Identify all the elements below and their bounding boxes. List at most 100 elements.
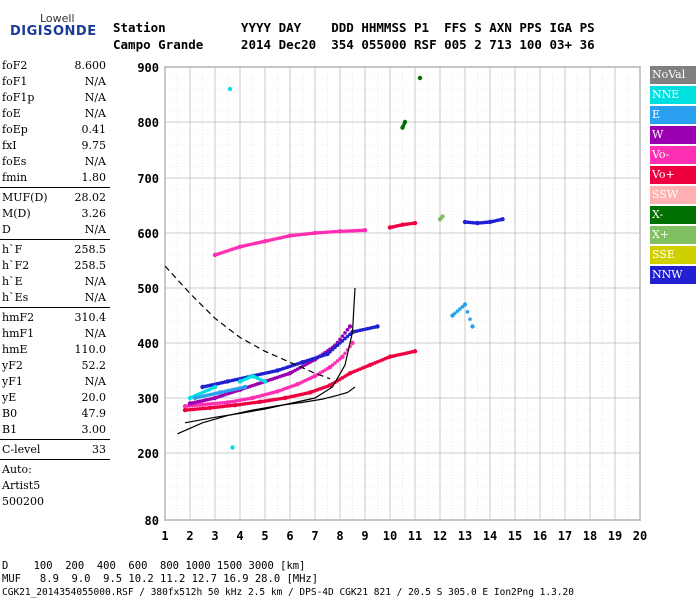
echo-point (340, 339, 345, 343)
legend-entry: NoVal (650, 66, 696, 84)
parameter-value: 20.0 (81, 391, 107, 404)
x-tick-label: 8 (336, 529, 343, 543)
x-tick-label: 1 (161, 529, 168, 543)
x-tick-label: 19 (608, 529, 622, 543)
parameter-value: 0.41 (81, 123, 107, 136)
parameter-name: foF1p (2, 91, 35, 104)
x-tick-label: 16 (533, 529, 547, 543)
parameter-separator (0, 187, 110, 188)
parameter-name: Artist5 (2, 479, 41, 492)
x-tick-label: 13 (458, 529, 472, 543)
y-tick-label: 300 (137, 392, 159, 406)
parameter-value: 310.4 (74, 311, 107, 324)
echo-point (338, 341, 342, 345)
parameter-row: Auto: (2, 462, 106, 478)
echo-point (500, 217, 505, 222)
x-tick-label: 20 (633, 529, 647, 543)
parameter-row: hmF1 N/A (2, 326, 106, 342)
parameter-separator (0, 459, 110, 460)
legend-entry: X- (650, 206, 696, 224)
virtual-height-curve (184, 287, 356, 424)
y-tick-label: 800 (137, 116, 159, 130)
parameter-name: B0 (2, 407, 18, 420)
ionogram-plot: 1 2 3 4 5 6 7 8 9 10 11 12 13 14 15 16 17 18 19 20802003004… (137, 61, 647, 543)
parameter-row: foF1p N/A (2, 90, 106, 106)
footer-muf-row: MUF 8.9 9.0 9.5 10.2 11.2 12.7 16.9 28.0… (2, 573, 319, 585)
echo-point (465, 310, 470, 314)
echo-point (330, 363, 335, 367)
parameter-name: hmE (2, 343, 28, 356)
x-tick-label: 6 (286, 529, 293, 543)
parameter-value: 8.600 (74, 59, 107, 72)
parameter-name: M(D) (2, 207, 31, 220)
parameter-value: N/A (84, 107, 106, 120)
footer-file-info: CGK21_2014354055000.RSF / 380fx512h 50 k… (2, 587, 574, 598)
parameter-row: C-level 33 (2, 442, 106, 458)
parameter-value: 28.02 (74, 191, 107, 204)
parameter-name: MUF(D) (2, 191, 48, 204)
plot-area (164, 66, 641, 521)
x-tick-label: 18 (583, 529, 597, 543)
legend-entry: NNE (650, 86, 696, 104)
legend-entry: SSW (650, 186, 696, 204)
echo-point (453, 311, 457, 316)
echo-point (333, 361, 337, 365)
direction-legend: NoVal NNE E W Vo- Vo+ SSW X- X+ SSE NNW (650, 66, 696, 286)
parameter-row: hmF2 310.4 (2, 310, 106, 326)
echo-point (345, 334, 350, 339)
echo-point (262, 379, 268, 384)
parameter-name: Auto: (2, 463, 32, 476)
echo-point (347, 324, 353, 329)
parameter-value: N/A (84, 291, 106, 304)
echo-point (343, 331, 347, 335)
parameter-row: h`F 258.5 (2, 242, 106, 258)
legend-entry: Vo- (650, 146, 696, 164)
y-tick-label: 600 (137, 227, 159, 241)
parameter-row: B1 3.00 (2, 422, 106, 438)
echo-point (412, 349, 418, 354)
legend-entry: E (650, 106, 696, 124)
parameter-name: yF2 (2, 359, 23, 372)
parameter-row: foF2 8.600 (2, 58, 106, 74)
parameter-value: 9.75 (81, 139, 107, 152)
y-tick-label: 200 (137, 447, 159, 461)
parameter-row: D N/A (2, 222, 106, 238)
echo-point (340, 334, 345, 338)
parameter-value: N/A (84, 223, 106, 236)
y-tick-label: 500 (137, 282, 159, 296)
echo-point (375, 324, 380, 329)
parameter-value: N/A (84, 155, 106, 168)
echo-point (335, 359, 340, 363)
parameter-value: 3.00 (81, 423, 107, 436)
parameter-row: fxI 9.75 (2, 138, 106, 154)
echo-point (412, 220, 418, 226)
parameter-name: fmin (2, 171, 28, 184)
parameter-row: 500200 (2, 494, 106, 510)
parameter-value: 110.0 (74, 343, 107, 356)
echo-point (417, 75, 423, 81)
parameter-row: M(D) 3.26 (2, 206, 106, 222)
x-tick-label: 5 (261, 529, 268, 543)
parameter-name: foEp (2, 123, 28, 136)
echo-point (455, 309, 460, 313)
echo-point (440, 214, 445, 219)
parameter-name: B1 (2, 423, 18, 436)
legend-entry: W (650, 126, 696, 144)
parameter-value: 52.2 (81, 359, 107, 372)
parameter-value: N/A (84, 91, 106, 104)
parameter-row: yF1 N/A (2, 374, 106, 390)
parameter-row: foE N/A (2, 106, 106, 122)
parameter-row: foF1 N/A (2, 74, 106, 90)
parameter-value: N/A (84, 275, 106, 288)
parameter-row: MUF(D) 28.02 (2, 190, 106, 206)
x-tick-label: 12 (433, 529, 447, 543)
parameter-name: h`E (2, 275, 23, 288)
header-values: Campo Grande 2014 Dec20 354 055000 RSF 0… (113, 37, 595, 52)
x-tick-label: 2 (186, 529, 193, 543)
parameter-value: 47.9 (81, 407, 107, 420)
parameter-row: B0 47.9 (2, 406, 106, 422)
parameter-name: C-level (2, 443, 41, 456)
parameter-separator (0, 439, 110, 440)
x-tick-label: 9 (361, 529, 368, 543)
parameter-name: yE (2, 391, 17, 404)
